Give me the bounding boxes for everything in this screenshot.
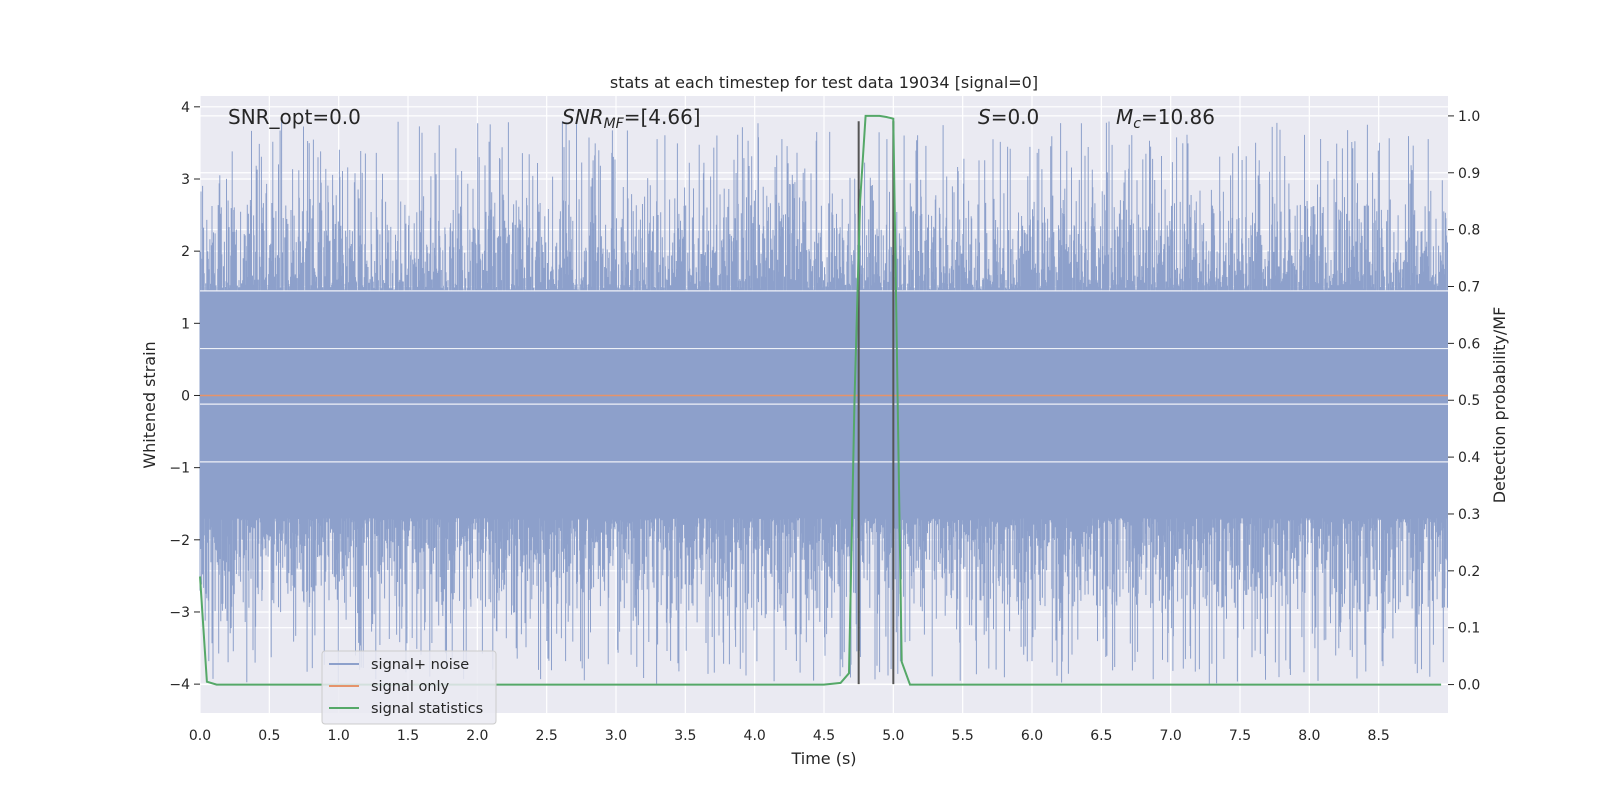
x-tick-label: 6.0 bbox=[1021, 728, 1043, 744]
y2-tick-label: 0.5 bbox=[1458, 393, 1480, 409]
x-tick-label: 5.5 bbox=[952, 728, 974, 744]
y-tick-label: −2 bbox=[169, 533, 190, 549]
y2-tick-label: 0.2 bbox=[1458, 564, 1480, 580]
x-tick-label: 2.0 bbox=[466, 728, 488, 744]
x-tick-label: 4.0 bbox=[744, 728, 766, 744]
legend: signal+ noise signal only signal statist… bbox=[321, 650, 497, 725]
series-signal-noise bbox=[199, 121, 1448, 684]
annotation-mc: Mc=10.86 bbox=[1116, 105, 1215, 132]
y-tick-label: −4 bbox=[169, 677, 190, 693]
x-tick-label: 3.0 bbox=[605, 728, 627, 744]
x-tick-label: 2.5 bbox=[536, 728, 558, 744]
y-tick-label: 2 bbox=[181, 244, 190, 260]
y-tick-label: 0 bbox=[181, 388, 190, 404]
legend-label-signal-statistics: signal statistics bbox=[371, 701, 483, 717]
mc-sub: c bbox=[1133, 116, 1141, 132]
x-tick-label: 7.0 bbox=[1160, 728, 1182, 744]
x-tick-label: 3.5 bbox=[674, 728, 696, 744]
snr-mf-value: =[4.66] bbox=[624, 105, 701, 129]
chart-title: stats at each timestep for test data 190… bbox=[610, 73, 1038, 92]
s-main: S bbox=[978, 105, 991, 129]
snr-mf-sub: MF bbox=[604, 116, 625, 132]
annotation-s: S=0.0 bbox=[978, 105, 1039, 129]
legend-box bbox=[321, 650, 497, 725]
x-tick-label: 7.5 bbox=[1229, 728, 1251, 744]
y-tick-labels: 4 3 2 1 0 −1 −2 −3 −4 bbox=[169, 100, 200, 693]
x-tick-label: 8.0 bbox=[1298, 728, 1320, 744]
y2-tick-labels: 1.0 0.9 0.8 0.7 0.6 0.5 0.4 0.3 0.2 0.1 0.0 bbox=[1448, 109, 1480, 694]
y-axis-label: Whitened strain bbox=[140, 341, 159, 468]
x-tick-label: 8.5 bbox=[1368, 728, 1390, 744]
y-tick-label: −1 bbox=[169, 461, 190, 477]
y-tick-label: −3 bbox=[169, 605, 190, 621]
y2-tick-label: 0.4 bbox=[1458, 450, 1480, 466]
x-tick-label: 5.0 bbox=[882, 728, 904, 744]
y2-axis-label: Detection probability/MF bbox=[1490, 307, 1509, 504]
legend-label-signal-noise: signal+ noise bbox=[371, 657, 469, 673]
y2-tick-label: 0.0 bbox=[1458, 678, 1480, 694]
y2-tick-label: 0.8 bbox=[1458, 223, 1480, 239]
x-tick-label: 1.5 bbox=[397, 728, 419, 744]
mc-main: M bbox=[1116, 105, 1133, 129]
y2-tick-label: 1.0 bbox=[1458, 109, 1480, 125]
legend-label-signal-only: signal only bbox=[371, 679, 450, 695]
x-tick-label: 4.5 bbox=[813, 728, 835, 744]
vertical-markers bbox=[857, 121, 895, 685]
x-tick-label: 0.0 bbox=[189, 728, 211, 744]
x-tick-label: 6.5 bbox=[1090, 728, 1112, 744]
y2-tick-label: 0.6 bbox=[1458, 336, 1480, 352]
y2-tick-label: 0.1 bbox=[1458, 621, 1480, 637]
x-tick-labels: 0.0 0.5 1.0 1.5 2.0 2.5 3.0 3.5 4.0 4.5 5.0 5.5 6.0 6… bbox=[189, 728, 1390, 744]
annotation-snr-mf: SNRMF=[4.66] bbox=[562, 105, 701, 132]
y2-tick-label: 0.3 bbox=[1458, 507, 1480, 523]
snr-mf-main: SNR bbox=[562, 105, 604, 129]
x-tick-label: 0.5 bbox=[258, 728, 280, 744]
s-value: =0.0 bbox=[991, 105, 1040, 129]
y2-tick-label: 0.7 bbox=[1458, 280, 1480, 296]
annotation-snr-opt: SNR_opt=0.0 bbox=[228, 105, 361, 129]
y-tick-label: 4 bbox=[181, 100, 190, 116]
y-tick-label: 1 bbox=[181, 316, 190, 332]
y-tick-label: 3 bbox=[181, 172, 190, 188]
x-axis-label: Time (s) bbox=[790, 749, 856, 768]
y2-tick-label: 0.9 bbox=[1458, 166, 1480, 182]
mc-value: =10.86 bbox=[1141, 105, 1215, 129]
x-tick-label: 1.0 bbox=[328, 728, 350, 744]
